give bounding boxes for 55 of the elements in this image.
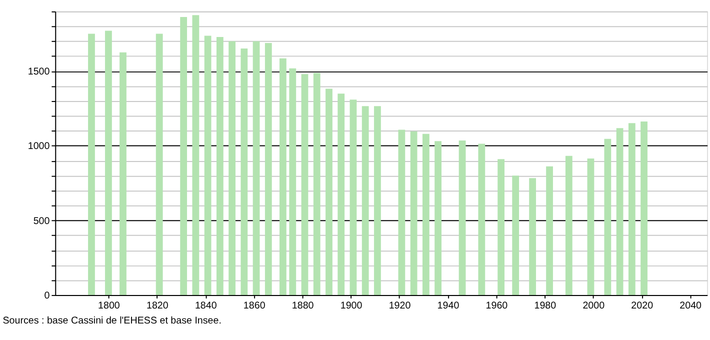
x-tick-label: 1820 [146, 300, 169, 312]
x-tick-label: 1960 [486, 300, 508, 312]
x-tick-label: 1840 [194, 300, 218, 312]
bar [512, 176, 520, 295]
bar [628, 123, 636, 295]
bar [240, 48, 248, 295]
bar [180, 17, 188, 295]
bar [192, 15, 200, 295]
bar [458, 140, 466, 295]
x-tick-label: 1940 [437, 300, 460, 312]
bar [410, 131, 418, 295]
bar [398, 130, 406, 295]
x-tick-label: 2000 [582, 300, 606, 312]
bar [616, 128, 624, 295]
x-tick-label: 1920 [388, 300, 412, 312]
bar [529, 178, 536, 295]
source-note: Sources : base Cassini de l'EHESS et base Insee. [2, 316, 222, 327]
bar [326, 88, 332, 295]
bar [301, 74, 308, 295]
bar [264, 43, 272, 295]
x-tick-label: 1860 [243, 300, 266, 312]
x-tick-label: 1980 [534, 300, 557, 312]
bar [565, 156, 572, 295]
bar [434, 141, 442, 295]
bar [120, 52, 126, 295]
bar [640, 122, 648, 295]
bar [498, 159, 504, 295]
bar [374, 106, 381, 295]
bar [280, 58, 286, 295]
bar [228, 41, 236, 295]
bar [156, 34, 163, 295]
x-tick-label: 1880 [292, 300, 314, 312]
y-tick-label: 0 [44, 290, 50, 302]
x-tick-label: 2040 [680, 300, 702, 312]
x-tick-label: 2020 [631, 300, 654, 312]
bar [338, 94, 345, 295]
x-tick-label: 1900 [340, 300, 363, 312]
bar [289, 68, 296, 295]
bar [88, 34, 95, 295]
bar [313, 73, 320, 295]
y-tick-label: 1000 [28, 141, 50, 152]
bar [252, 41, 260, 295]
bar [587, 158, 594, 295]
bar [105, 30, 112, 295]
bar [604, 138, 612, 295]
bar [204, 36, 212, 295]
bar [422, 134, 430, 295]
bar [546, 166, 553, 295]
x-tick-label: 1800 [98, 300, 120, 312]
bar [350, 100, 357, 295]
bar [362, 106, 369, 295]
y-tick-label: 1500 [28, 66, 50, 78]
y-tick-label: 500 [33, 216, 50, 227]
bar [478, 144, 486, 295]
bar [216, 37, 224, 295]
